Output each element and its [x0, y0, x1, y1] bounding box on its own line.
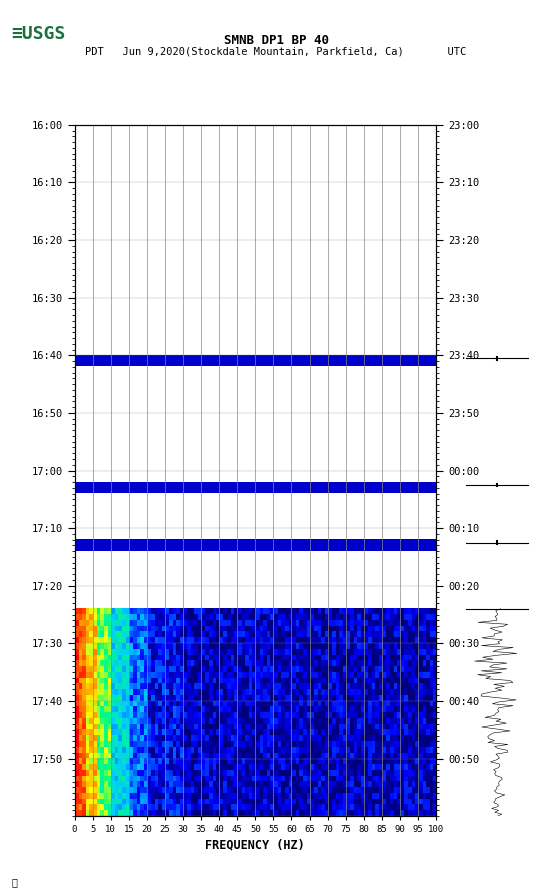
Text: ≡USGS: ≡USGS	[11, 25, 66, 43]
Text: SMNB DP1 BP 40: SMNB DP1 BP 40	[224, 34, 328, 47]
X-axis label: FREQUENCY (HZ): FREQUENCY (HZ)	[205, 838, 305, 851]
Text: PDT   Jun 9,2020(Stockdale Mountain, Parkfield, Ca)       UTC: PDT Jun 9,2020(Stockdale Mountain, Parkf…	[86, 46, 466, 56]
Text: ℓ: ℓ	[11, 878, 17, 888]
